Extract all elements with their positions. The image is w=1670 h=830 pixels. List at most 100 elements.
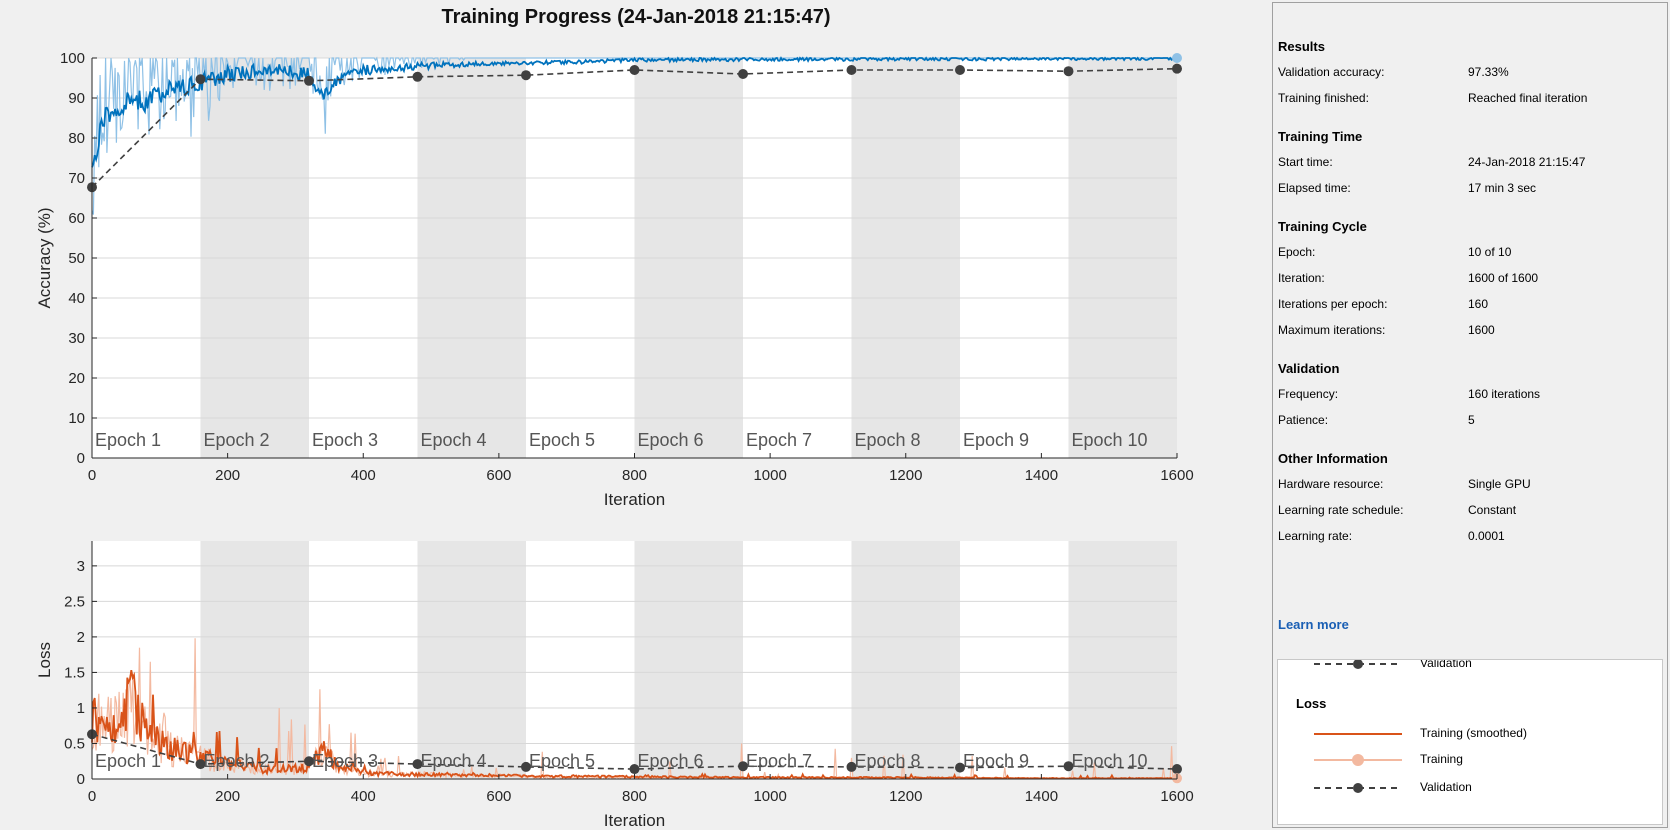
training-line-marker-icon <box>1314 754 1402 766</box>
x-tick-label: 1200 <box>889 467 922 484</box>
legend-panel: Validation Loss Training (smoothed) Trai… <box>1277 659 1663 825</box>
y-tick-label: 1.5 <box>64 664 85 681</box>
epoch-label: Epoch 3 <box>312 430 378 450</box>
info-section-title: Validation <box>1278 361 1340 376</box>
x-tick-label: 800 <box>622 788 647 805</box>
y-tick-label: 2 <box>77 629 85 646</box>
legend-item-loss-validation: Validation <box>1278 778 1658 798</box>
validation-point <box>629 764 640 775</box>
epoch-label: Epoch 5 <box>529 430 595 450</box>
x-tick-label: 1000 <box>753 467 786 484</box>
x-tick-label: 1400 <box>1025 788 1058 805</box>
validation-point <box>195 74 206 85</box>
smoothed-line-icon <box>1314 733 1402 735</box>
info-label: Iteration: <box>1278 271 1325 285</box>
epoch-label: Epoch 1 <box>95 430 161 450</box>
epoch-label: Epoch 1 <box>95 751 161 771</box>
info-value: 5 <box>1468 413 1475 427</box>
x-axis-label: Iteration <box>604 490 665 509</box>
y-tick-label: 100 <box>60 50 85 67</box>
info-label: Learning rate: <box>1278 529 1353 543</box>
legend-item-loss-training-smoothed: Training (smoothed) <box>1278 724 1658 744</box>
training-info-panel: Results Validation accuracy: 97.33% Trainin… <box>1272 2 1668 828</box>
info-value: Single GPU <box>1468 477 1531 491</box>
legend-label: Training (smoothed) <box>1420 726 1527 740</box>
x-tick-label: 1600 <box>1160 788 1193 805</box>
info-label: Hardware resource: <box>1278 477 1384 491</box>
epoch-label: Epoch 8 <box>855 430 921 450</box>
y-tick-label: 80 <box>68 130 85 147</box>
validation-point <box>521 70 531 81</box>
info-value: 0.0001 <box>1468 529 1505 543</box>
x-tick-label: 200 <box>215 788 240 805</box>
info-value: 160 iterations <box>1468 387 1541 401</box>
y-tick-label: 30 <box>68 330 85 347</box>
x-tick-label: 800 <box>622 467 647 484</box>
x-tick-label: 0 <box>88 467 96 484</box>
y-tick-label: 90 <box>68 90 85 107</box>
validation-dashed-marker-icon <box>1314 783 1402 793</box>
validation-point <box>521 761 531 772</box>
validation-point <box>412 71 423 82</box>
x-tick-label: 1200 <box>889 788 922 805</box>
validation-series <box>91 733 1178 770</box>
info-label: Iterations per epoch: <box>1278 297 1388 311</box>
info-section-title: Other Information <box>1278 451 1388 466</box>
validation-point <box>1172 63 1182 74</box>
epoch-band <box>417 541 526 779</box>
epoch-label: Epoch 9 <box>963 430 1029 450</box>
final-training-point <box>1172 53 1182 63</box>
epoch-label: Epoch 7 <box>746 430 812 450</box>
info-section-title: Results <box>1278 39 1325 54</box>
validation-dashed-marker-icon <box>1314 660 1402 669</box>
epoch-label: Epoch 2 <box>204 751 270 771</box>
validation-series <box>91 67 1178 188</box>
y-tick-label: 0 <box>77 771 85 788</box>
validation-point <box>304 75 314 86</box>
page-title: Training Progress (24-Jan-2018 21:15:47) <box>441 6 831 28</box>
learn-more-link[interactable]: Learn more <box>1278 617 1349 632</box>
validation-point <box>1172 764 1182 775</box>
y-tick-label: 40 <box>68 290 85 307</box>
epoch-label: Epoch 6 <box>638 751 704 771</box>
x-tick-label: 1000 <box>753 788 786 805</box>
validation-point <box>738 69 748 79</box>
y-axis-label: Loss <box>35 642 54 678</box>
epoch-label: Epoch 7 <box>746 751 812 771</box>
validation-point <box>629 65 640 75</box>
validation-point <box>846 761 857 772</box>
x-tick-label: 1400 <box>1025 467 1058 484</box>
epoch-label: Epoch 10 <box>1072 430 1148 450</box>
x-tick-label: 0 <box>88 788 96 805</box>
x-tick-label: 600 <box>486 467 511 484</box>
y-tick-label: 10 <box>68 410 85 427</box>
info-label: Elapsed time: <box>1278 181 1351 195</box>
info-section-title: Training Cycle <box>1278 219 1367 234</box>
info-value: 24-Jan-2018 21:15:47 <box>1468 155 1586 169</box>
training-smoothed-series <box>91 56 1177 168</box>
info-label: Maximum iterations: <box>1278 323 1386 337</box>
info-label: Frequency: <box>1278 387 1339 401</box>
validation-point <box>195 759 206 770</box>
legend-label: Training <box>1420 752 1463 766</box>
legend-item-accuracy-validation: Validation <box>1278 660 1658 674</box>
epoch-label: Epoch 3 <box>312 751 378 771</box>
loss-chart: Epoch 1 Epoch 2 Epoch 3 Epoch 4 Epoch 5 Epoch… <box>35 541 1194 830</box>
epoch-band <box>1068 541 1177 779</box>
legend-item-loss-training: Training <box>1278 750 1658 770</box>
epoch-label: Epoch 4 <box>421 430 487 450</box>
x-tick-label: 1600 <box>1160 467 1193 484</box>
epoch-label: Epoch 5 <box>529 751 595 771</box>
y-tick-label: 20 <box>68 370 85 387</box>
y-tick-label: 50 <box>68 250 85 267</box>
plots-area: Epoch 1 Epoch 2 Epoch 3 Epoch 4 Epoch 5 Epoch… <box>35 50 1194 830</box>
info-label: Learning rate schedule: <box>1278 503 1404 517</box>
x-tick-label: 400 <box>351 467 376 484</box>
y-tick-label: 0 <box>77 450 85 467</box>
validation-point <box>1063 761 1074 772</box>
epoch-label: Epoch 9 <box>963 751 1029 771</box>
info-label: Epoch: <box>1278 245 1316 259</box>
info-label: Training finished: <box>1278 91 1369 105</box>
info-label: Start time: <box>1278 155 1333 169</box>
info-value: 97.33% <box>1468 65 1509 79</box>
